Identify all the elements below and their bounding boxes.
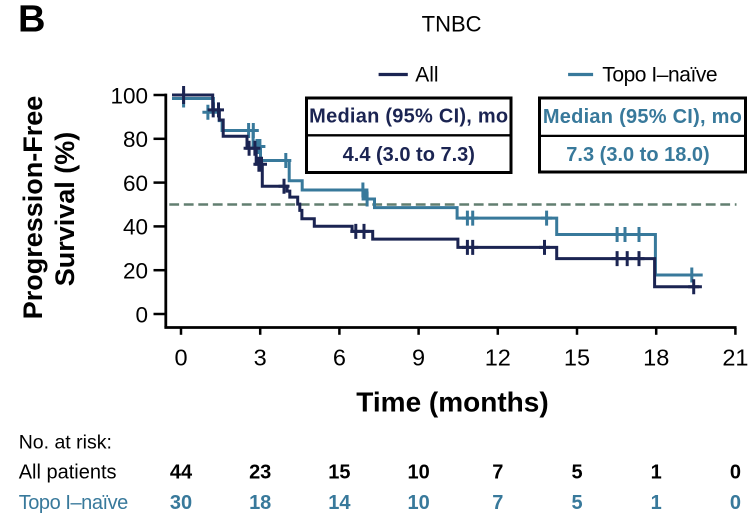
svg-text:7.3 (3.0 to 18.0): 7.3 (3.0 to 18.0) [566, 144, 709, 166]
svg-text:20: 20 [123, 259, 148, 284]
svg-text:15: 15 [564, 345, 590, 371]
svg-text:0: 0 [174, 345, 187, 371]
svg-text:Topo I–naïve: Topo I–naïve [19, 492, 128, 514]
svg-text:6: 6 [333, 345, 346, 371]
svg-text:Median (95% CI), mo: Median (95% CI), mo [309, 106, 508, 128]
svg-text:7: 7 [492, 492, 503, 514]
svg-text:44: 44 [170, 461, 193, 483]
svg-text:80: 80 [123, 127, 148, 152]
svg-text:No. at risk:: No. at risk: [19, 432, 112, 454]
svg-text:1: 1 [651, 492, 662, 514]
svg-text:Topo I–naïve: Topo I–naïve [602, 63, 717, 86]
svg-text:30: 30 [170, 492, 192, 514]
svg-text:23: 23 [249, 461, 271, 483]
svg-text:9: 9 [412, 345, 425, 371]
svg-text:4.4 (3.0 to 7.3): 4.4 (3.0 to 7.3) [343, 144, 475, 166]
svg-text:10: 10 [407, 461, 429, 483]
svg-text:10: 10 [407, 492, 429, 514]
svg-text:60: 60 [123, 171, 148, 196]
svg-text:Time (months): Time (months) [356, 387, 548, 418]
svg-text:100: 100 [110, 83, 148, 108]
svg-text:14: 14 [328, 492, 351, 514]
svg-text:18: 18 [643, 345, 669, 371]
svg-text:B: B [18, 0, 45, 40]
svg-text:15: 15 [328, 461, 350, 483]
svg-text:0: 0 [135, 302, 148, 327]
svg-text:All: All [415, 64, 438, 87]
svg-text:5: 5 [571, 492, 582, 514]
svg-text:7: 7 [492, 461, 503, 483]
svg-text:Progression-Free: Progression-Free [18, 96, 48, 320]
svg-text:Median (95% CI), mo: Median (95% CI), mo [543, 106, 742, 128]
svg-text:All patients: All patients [19, 461, 117, 483]
svg-text:0: 0 [730, 492, 741, 514]
svg-text:Survival (%): Survival (%) [50, 132, 80, 287]
svg-text:0: 0 [730, 461, 741, 483]
svg-text:5: 5 [571, 461, 582, 483]
svg-text:3: 3 [254, 345, 267, 371]
svg-text:40: 40 [123, 215, 148, 240]
svg-text:1: 1 [651, 461, 662, 483]
svg-text:TNBC: TNBC [422, 12, 482, 37]
svg-text:12: 12 [485, 345, 511, 371]
svg-text:18: 18 [249, 492, 271, 514]
svg-text:21: 21 [722, 345, 748, 371]
